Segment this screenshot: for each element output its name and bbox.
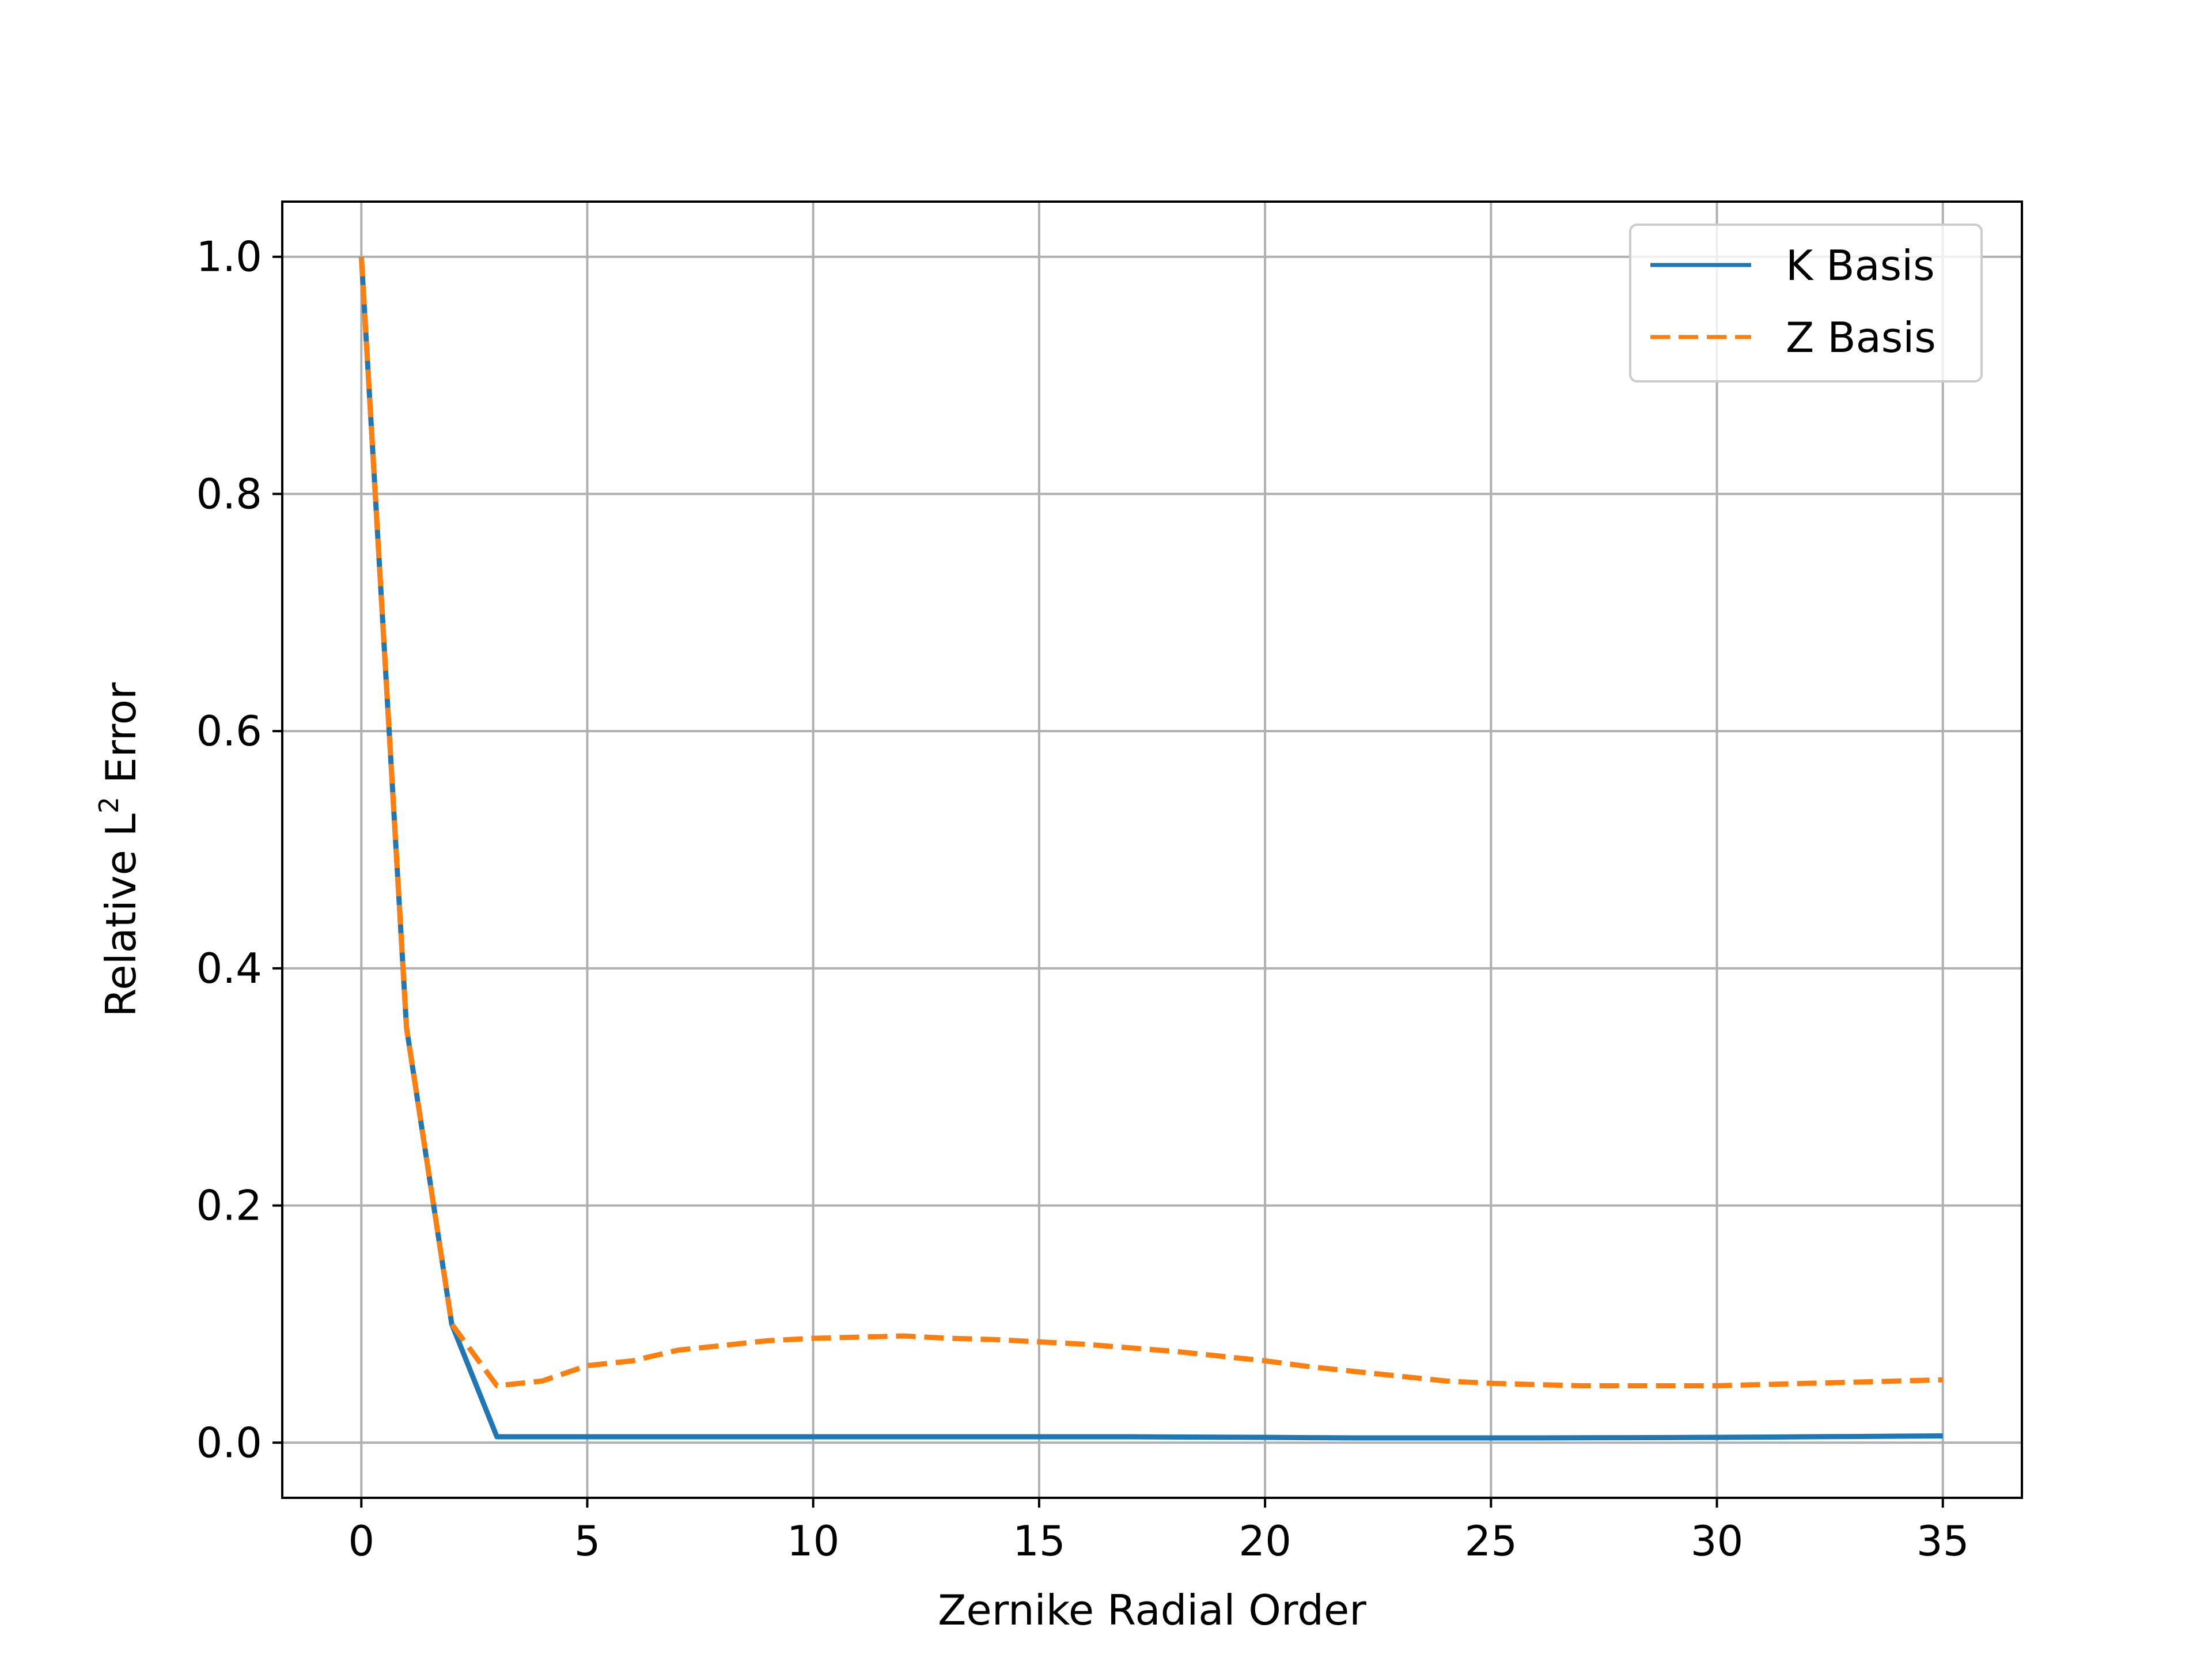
axis-ticks: 0 5 10 15 20 25 30 35 0.0 0.2 0.4 0.6 0.8 1.0 [196, 233, 1969, 1565]
y-tick-label: 0.6 [196, 707, 262, 755]
y-axis-label-superscript: 2 [93, 797, 124, 813]
y-axis-label-base: Relative L [97, 813, 145, 1017]
y-tick-label: 0.2 [196, 1182, 262, 1230]
x-tick-label: 35 [1916, 1517, 1969, 1565]
y-tick-label: 0.0 [196, 1418, 262, 1467]
y-axis-label: Relative L2 Error [93, 682, 145, 1017]
x-tick-label: 30 [1691, 1517, 1744, 1565]
x-tick-label: 0 [348, 1517, 374, 1565]
legend-label-k-basis: K Basis [1786, 241, 1935, 290]
x-tick-label: 15 [1013, 1517, 1066, 1565]
legend: K Basis Z Basis [1629, 224, 1983, 383]
y-tick-label: 0.4 [196, 944, 262, 993]
series-line-k-basis [358, 256, 1943, 1441]
y-tick-label: 0.8 [196, 470, 262, 518]
x-tick-label: 20 [1238, 1517, 1291, 1565]
x-tick-label: 5 [574, 1517, 601, 1565]
x-tick-label: 10 [787, 1517, 840, 1565]
grid-lines [282, 202, 2022, 1498]
plot-frame [281, 200, 2023, 1499]
y-tick-label: 1.0 [196, 233, 262, 281]
x-tick-label: 25 [1464, 1517, 1517, 1565]
series-line-z-basis [358, 256, 1943, 1388]
series-lines [358, 256, 1943, 1441]
y-axis-label-tail: Error [97, 682, 145, 797]
x-axis-label: Zernike Radial Order [938, 1586, 1366, 1634]
legend-label-z-basis: Z Basis [1786, 313, 1936, 362]
